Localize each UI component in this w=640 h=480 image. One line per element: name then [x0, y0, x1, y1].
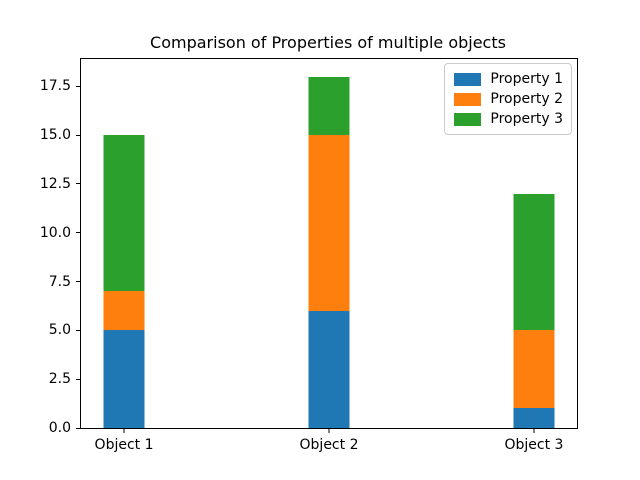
- x-tick-label-object-1: Object 1: [94, 437, 154, 453]
- y-tick-mark: [76, 427, 80, 429]
- bar-segment-property-3: [103, 135, 145, 292]
- bar-segment-property-1: [513, 408, 555, 428]
- legend-label: Property 2: [490, 91, 563, 107]
- y-tick-mark: [76, 281, 80, 283]
- x-tick-label-object-2: Object 2: [299, 437, 359, 453]
- bar-segment-property-3: [308, 76, 350, 136]
- y-tick-label: 17.5: [39, 78, 71, 95]
- y-tick-mark: [76, 329, 80, 331]
- x-tick-mark: [123, 429, 125, 433]
- x-tick-mark: [328, 429, 330, 433]
- y-tick-mark: [76, 183, 80, 185]
- y-tick-label: 12.5: [39, 175, 71, 192]
- legend-swatch: [454, 112, 482, 126]
- bar-object-1: [103, 59, 145, 428]
- bar-segment-property-3: [513, 193, 555, 331]
- plot-area: 0.0 2.5 5.0 7.5 10.0 12.5 15.0 17.5 Object 1 Obj…: [40, 58, 578, 453]
- y-tick-label: 5.0: [48, 322, 71, 339]
- bars-layer: [81, 59, 577, 428]
- legend: Property 1 Property 2 Property 3: [444, 63, 572, 135]
- bar-object-2: [308, 59, 350, 428]
- legend-item-property-1: Property 1: [454, 69, 563, 89]
- y-tick-label: 7.5: [48, 273, 71, 290]
- legend-item-property-3: Property 3: [454, 109, 563, 129]
- bar-object-3: [513, 59, 555, 428]
- legend-label: Property 3: [490, 111, 563, 127]
- y-tick-label: 2.5: [48, 371, 71, 388]
- bar-segment-property-1: [103, 330, 145, 428]
- y-tick-label: 10.0: [39, 224, 71, 241]
- legend-label: Property 1: [490, 71, 563, 87]
- bar-segment-property-2: [103, 291, 145, 331]
- y-tick-mark: [76, 378, 80, 380]
- y-tick-mark: [76, 232, 80, 234]
- chart-title: Comparison of Properties of multiple obj…: [150, 33, 506, 52]
- bar-segment-property-2: [308, 135, 350, 311]
- x-tick-mark: [533, 429, 535, 433]
- bar-segment-property-2: [513, 330, 555, 409]
- bar-segment-property-1: [308, 310, 350, 428]
- x-tick-label-object-3: Object 3: [504, 437, 564, 453]
- y-tick-mark: [76, 85, 80, 87]
- y-tick-label: 0.0: [48, 420, 71, 436]
- legend-swatch: [454, 72, 482, 86]
- y-tick-label: 15.0: [39, 127, 71, 144]
- legend-item-property-2: Property 2: [454, 89, 563, 109]
- legend-swatch: [454, 92, 482, 106]
- y-tick-mark: [76, 134, 80, 136]
